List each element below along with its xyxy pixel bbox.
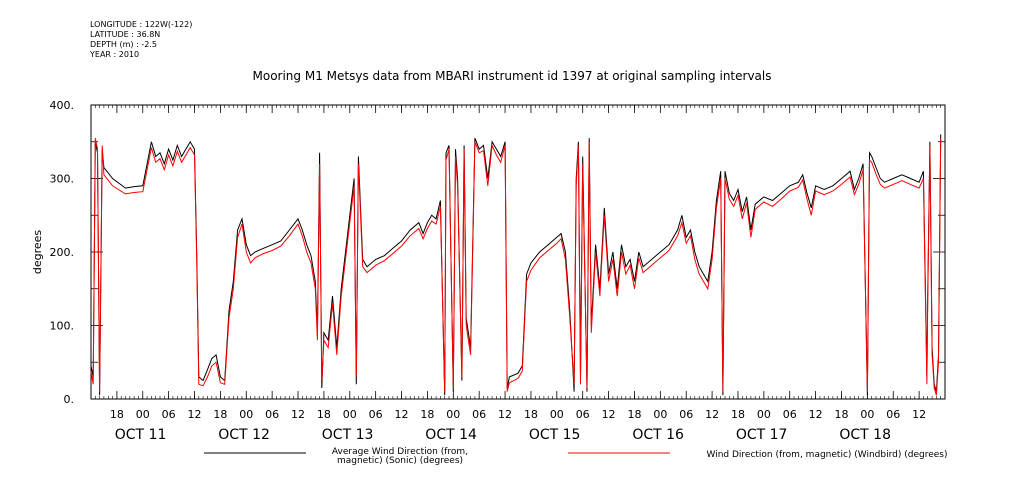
- latitude-label: LATITUDE : 36.8N: [90, 30, 161, 39]
- y-tick-label: 400.: [50, 99, 75, 112]
- x-tick-label: 18: [317, 408, 331, 421]
- x-tick-label: 18: [731, 408, 745, 421]
- x-tick-label: 06: [265, 408, 279, 421]
- y-tick-label: 100.: [50, 320, 75, 333]
- x-tick-label: 12: [602, 408, 616, 421]
- x-tick-label: 00: [239, 408, 253, 421]
- x-tick-label: 06: [369, 408, 383, 421]
- x-date-label: OCT 11: [115, 427, 167, 443]
- x-tick-label: 06: [886, 408, 900, 421]
- y-axis-label: degrees: [31, 230, 44, 275]
- y-tick-label: 0.: [64, 393, 75, 406]
- x-date-label: OCT 15: [529, 427, 581, 443]
- x-tick-label: 12: [498, 408, 512, 421]
- x-tick-label: 00: [550, 408, 564, 421]
- x-date-label: OCT 12: [218, 427, 270, 443]
- x-tick-label: 00: [446, 408, 460, 421]
- x-tick-label: 06: [783, 408, 797, 421]
- x-tick-label: 00: [343, 408, 357, 421]
- y-tick-label: 200.: [50, 246, 75, 259]
- x-date-label: OCT 14: [425, 427, 477, 443]
- plot-frame: [90, 104, 946, 400]
- x-tick-label: 06: [576, 408, 590, 421]
- x-tick-label: 18: [834, 408, 848, 421]
- x-date-label: OCT 13: [322, 427, 374, 443]
- y-tick-label: 300.: [50, 173, 75, 186]
- x-tick-label: 12: [291, 408, 305, 421]
- x-tick-label: 12: [188, 408, 202, 421]
- x-tick-label: 00: [860, 408, 874, 421]
- x-tick-label: 00: [757, 408, 771, 421]
- year-label: YEAR : 2010: [90, 50, 140, 59]
- x-tick-label: 18: [213, 408, 227, 421]
- metadata-block: LONGITUDE : 122W(-122) LATITUDE : 36.8N …: [90, 20, 192, 60]
- x-tick-label: 06: [679, 408, 693, 421]
- x-tick-label: 18: [110, 408, 124, 421]
- series-line-sonic: [90, 134, 942, 396]
- legend-label-sonic-line1: Average Wind Direction (from,: [332, 447, 468, 457]
- x-tick-label: 00: [653, 408, 667, 421]
- longitude-label: LONGITUDE : 122W(-122): [90, 20, 193, 29]
- x-tick-label: 18: [627, 408, 641, 421]
- x-tick-label: 00: [136, 408, 150, 421]
- axis-ticks: 18 00 06 12 18 00 06 12 18 00 06 12 18 00 06 12 18 00 06 12…: [50, 99, 946, 443]
- x-tick-label: 18: [420, 408, 434, 421]
- x-tick-label: 06: [472, 408, 486, 421]
- legend: Average Wind Direction (from, magnetic) …: [204, 447, 947, 466]
- series-line-windbird: [90, 138, 942, 396]
- x-date-label: OCT 16: [632, 427, 684, 443]
- series-layer: [90, 134, 942, 396]
- x-tick-label: 06: [162, 408, 176, 421]
- x-tick-label: 18: [524, 408, 538, 421]
- x-tick-label: 12: [395, 408, 409, 421]
- x-date-label: OCT 18: [839, 427, 891, 443]
- x-date-label: OCT 17: [736, 427, 788, 443]
- legend-label-windbird: Wind Direction (from, magnetic) (Windbir…: [707, 450, 948, 460]
- depth-label: DEPTH (m) : -2.5: [90, 40, 157, 49]
- x-tick-label: 12: [705, 408, 719, 421]
- chart-title: Mooring M1 Metsys data from MBARI instru…: [253, 69, 772, 83]
- legend-label-sonic-line2: magnetic) (Sonic) (degrees): [337, 456, 463, 466]
- x-tick-label: 12: [809, 408, 823, 421]
- x-tick-label: 12: [912, 408, 926, 421]
